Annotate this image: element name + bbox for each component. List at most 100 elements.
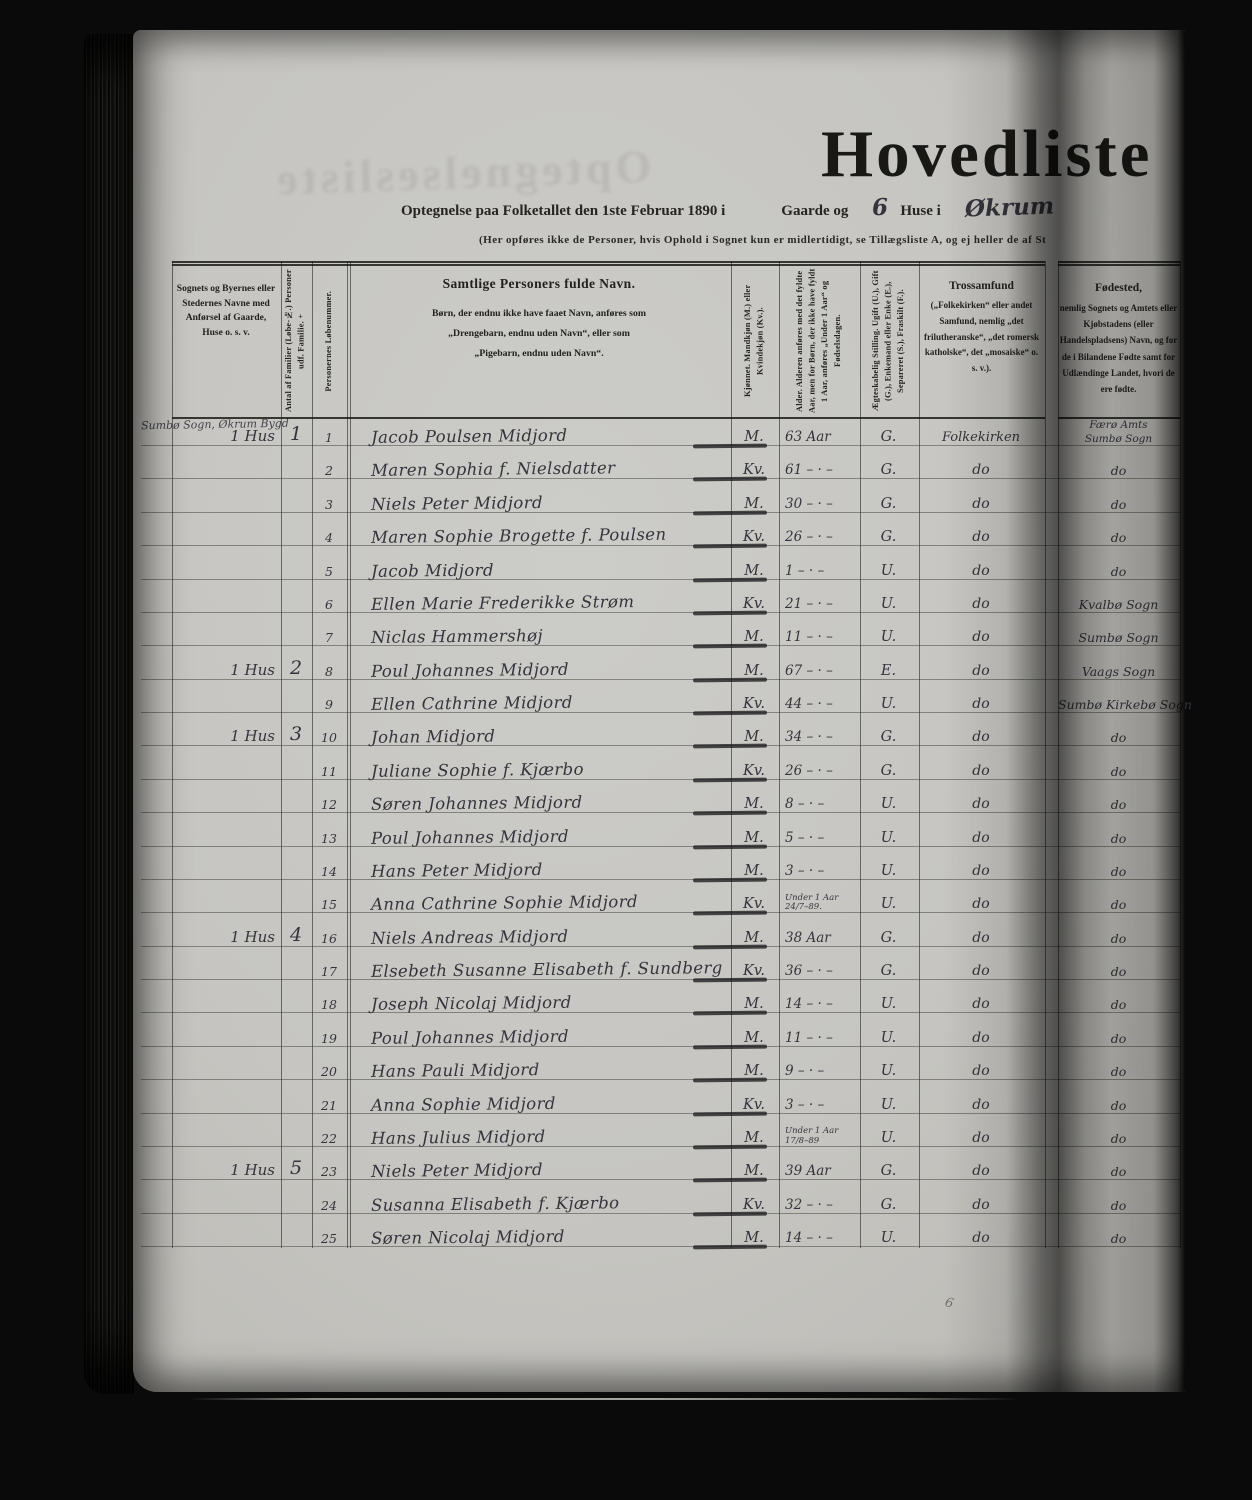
header-name-title: Samtlige Personers fulde Navn. (442, 276, 636, 291)
religion-cell: do (972, 963, 990, 979)
marital-status-cell: U. (880, 1230, 897, 1246)
birthplace-cell: do (1110, 496, 1127, 512)
subtitle-huse-label: Huse i (900, 203, 941, 219)
marital-status-cell: U. (880, 996, 897, 1013)
header-families-column: Antal af Familier (Løbe-№.) Personer udf… (281, 268, 311, 414)
birthplace-cell: do (1110, 997, 1127, 1013)
ink-underline-mark (692, 1244, 768, 1250)
person-name-cell: Ellen Marie Frederikke Strøm (370, 591, 635, 614)
person-number-cell: 12 (321, 797, 337, 813)
religion-cell: do (972, 996, 990, 1013)
table-row: 12 Søren Johannes Midjord M. 8 – · – U. do do (133, 781, 1185, 816)
religion-cell: do (972, 529, 990, 546)
birthplace-cell: do (1110, 863, 1127, 879)
sex-cell: Kv. (743, 529, 765, 546)
religion-cell: do (972, 662, 990, 679)
header-name-sub3: „Pigebarn, endnu uden Navn“. (474, 348, 604, 360)
header-birthplace-column: Fødested, nemlig Sognets og Amtets eller… (1058, 282, 1179, 397)
age-cell: 61 – · – (785, 462, 833, 479)
age-cell: 1 – · – (785, 562, 825, 579)
religion-cell: do (972, 762, 990, 779)
person-name-cell: Maren Sophie Brogette f. Poulsen (370, 524, 667, 547)
family-number-cell: 1 (289, 423, 303, 445)
header-sex-column: Kjønnet. Mandkjøn (M.) eller Kvindekjøn … (731, 268, 778, 414)
birthplace-cell: do (1110, 763, 1127, 779)
person-name-cell: Anna Sophie Midjord (370, 1093, 556, 1115)
person-name-cell: Poul Johannes Midjord (370, 826, 570, 848)
religion-cell: do (972, 595, 990, 612)
marital-status-cell: G. (880, 729, 897, 746)
header-age-column: Alder. Alderen anføres med det fyldte Aa… (779, 268, 859, 414)
age-cell: 3 – · – (785, 1096, 825, 1113)
marital-status-cell: U. (880, 1129, 897, 1146)
person-number-cell: 7 (325, 630, 333, 646)
age-cell: 11 – · – (785, 1029, 833, 1046)
person-number-cell: 9 (325, 697, 333, 712)
table-row: 5 Jacob Midjord M. 1 – · – U. do do (133, 548, 1185, 582)
handwritten-house-count: 6 (871, 193, 889, 222)
header-religion-subtitle: („Folkekirken“ eller andet Samfund, neml… (923, 300, 1040, 373)
person-name-cell: Niclas Hammershøj (370, 626, 544, 648)
table-row: 18 Joseph Nicolaj Midjord M. 14 – · – U. do do (133, 981, 1185, 1016)
header-number-text: Personernes Løbenummer. (323, 290, 333, 392)
table-row: 4 Maren Sophie Brogette f. Poulsen Kv. 26 –… (133, 514, 1185, 549)
book-page-edges (84, 34, 134, 1394)
birthplace-cell: do (1110, 530, 1127, 546)
page-bottom-edge (190, 1398, 1020, 1400)
handwritten-place-name: Økrum (964, 192, 1055, 223)
sex-cell: Kv. (743, 762, 765, 779)
age-cell: 63 Aar (785, 429, 831, 445)
sex-cell: M. (744, 796, 764, 813)
person-number-cell: 19 (321, 1030, 337, 1046)
person-number-cell: 13 (321, 830, 337, 846)
marital-status-cell: E. (880, 662, 897, 679)
sex-cell: Kv. (743, 1196, 765, 1213)
table-row: 22 Hans Julius Midjord M. Under 1 Aar 17/8–8… (133, 1115, 1185, 1150)
marital-status-cell: U. (880, 562, 897, 579)
census-page: Optegnelsesliste Hovedliste Optegnelse p… (133, 30, 1192, 1392)
table-row: 7 Niclas Hammershøj M. 11 – · – U. do Sumbø So… (133, 614, 1185, 649)
age-cell: 39 Aar (785, 1163, 831, 1180)
person-name-cell: Jacob Midjord (370, 560, 494, 581)
sex-cell: M. (744, 829, 764, 846)
header-number-column: Personernes Løbenummer. (312, 268, 346, 414)
birthplace-cell: do (1110, 1164, 1127, 1180)
person-number-cell: 14 (321, 863, 337, 879)
marital-status-cell: G. (880, 929, 897, 946)
marital-status-cell: U. (880, 1096, 897, 1113)
sex-cell: Kv. (743, 963, 765, 979)
birthplace-cell: do (1110, 1064, 1127, 1080)
age-cell: 8 – · – (785, 796, 825, 813)
religion-cell: do (972, 896, 990, 913)
marital-status-cell: U. (880, 896, 897, 913)
birthplace-cell: do (1110, 830, 1127, 846)
family-number-cell: 2 (289, 656, 303, 679)
table-row: 1 Hus 4 16 Niels Andreas Midjord M. 38 Aar G. d… (133, 915, 1185, 950)
person-number-cell: 18 (321, 997, 337, 1013)
person-name-cell: Poul Johannes Midjord (370, 659, 570, 681)
marital-status-cell: U. (880, 862, 897, 879)
person-number-cell: 22 (321, 1130, 337, 1146)
person-number-cell: 21 (321, 1097, 337, 1113)
person-name-cell: Hans Pauli Midjord (370, 1060, 540, 1081)
marital-status-cell: G. (880, 762, 897, 779)
age-cell: 14 – · – (785, 996, 833, 1013)
header-religion-title: Trossamfund (949, 280, 1014, 292)
sex-cell: M. (744, 1230, 764, 1246)
table-row: 14 Hans Peter Midjord M. 3 – · – U. do do (133, 848, 1185, 883)
religion-cell: do (972, 829, 990, 846)
table-row: 24 Susanna Elisabeth f. Kjærbo Kv. 32 – · –… (133, 1182, 1185, 1217)
person-name-cell: Niels Andreas Midjord (370, 926, 569, 948)
person-name-cell: Juliane Sophie f. Kjærbo (370, 759, 585, 781)
person-number-cell: 11 (321, 763, 337, 779)
person-number-cell: 17 (321, 964, 337, 979)
marital-status-cell: G. (880, 1196, 897, 1213)
header-rule (1058, 264, 1180, 266)
birthplace-cell: do (1110, 1197, 1127, 1213)
person-name-cell: Susanna Elisabeth f. Kjærbo (370, 1192, 620, 1215)
table-row: 1 Hus 2 8 Poul Johannes Midjord M. 67 – · – E.… (133, 648, 1185, 683)
person-number-cell: 24 (321, 1197, 337, 1213)
age-cell: 36 – · – (785, 963, 833, 979)
age-cell: 14 – · – (785, 1230, 833, 1246)
